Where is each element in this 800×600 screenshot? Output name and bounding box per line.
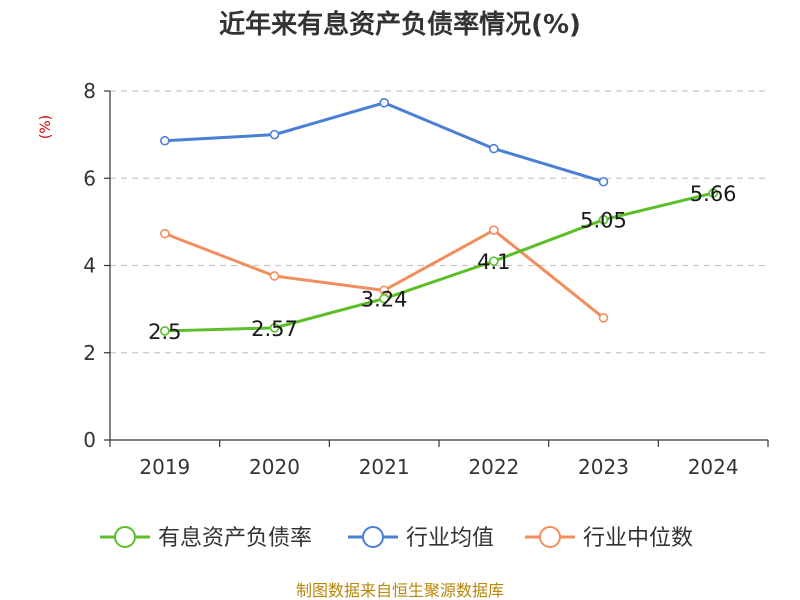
y-tick-label: 6 <box>83 166 96 190</box>
chart-title: 近年来有息资产负债率情况(%) <box>219 9 581 40</box>
legend-marker-1 <box>362 526 384 548</box>
data-point-2 <box>598 313 609 323</box>
data-label: 3.24 <box>361 288 408 312</box>
data-point-0 <box>598 214 609 225</box>
legend-label-0: 有息资产负债率 <box>158 526 312 551</box>
x-tick-label: 2024 <box>688 455 739 479</box>
y-tick-label: 8 <box>83 79 96 103</box>
x-tick-label: 2020 <box>249 455 300 479</box>
x-tick-label: 2023 <box>578 455 629 479</box>
grid-layer <box>110 90 768 354</box>
x-tick-label: 2021 <box>359 455 410 479</box>
data-label: 5.66 <box>690 182 737 206</box>
data-point-0 <box>160 326 170 336</box>
data-label: 2.57 <box>251 317 298 341</box>
data-point-1 <box>160 135 170 146</box>
data-label: 5.05 <box>580 209 627 233</box>
x-tick-label: 2022 <box>468 455 519 479</box>
y-tick-label: 2 <box>83 341 96 365</box>
legend-marker-2 <box>539 526 561 548</box>
data-point-1 <box>379 97 389 108</box>
data-point-1 <box>489 143 499 154</box>
legend: 有息资产负债率 行业均值 行业中位数 <box>100 526 693 551</box>
series-layer <box>160 97 718 336</box>
data-point-1 <box>598 176 609 187</box>
data-point-2 <box>269 271 280 281</box>
data-point-1 <box>269 129 280 140</box>
series-line-0 <box>164 191 714 333</box>
data-label: 4.1 <box>477 250 510 274</box>
data-point-0 <box>379 293 389 304</box>
y-axis-label: (%) <box>38 115 54 139</box>
data-label-layer: 2.5 2.57 3.24 4.1 5.05 5.66 <box>148 182 736 344</box>
legend-label-1: 行业均值 <box>406 526 494 551</box>
data-point-0 <box>708 188 718 198</box>
data-label: 2.5 <box>148 320 181 344</box>
legend-marker-0 <box>114 526 136 548</box>
x-tick-label: 2019 <box>139 455 190 479</box>
y-tick-label: 0 <box>83 428 96 452</box>
axis-layer: 0 2 4 6 8 2019 2020 2021 2022 2023 2024 <box>83 79 769 479</box>
data-point-2 <box>160 228 170 239</box>
source-note: 制图数据来自恒生聚源数据库 <box>296 581 504 600</box>
data-point-2 <box>489 225 499 235</box>
data-point-0 <box>269 323 280 333</box>
legend-label-2: 行业中位数 <box>583 526 693 551</box>
series-line-1 <box>164 101 604 184</box>
y-tick-label: 4 <box>83 254 96 278</box>
data-point-0 <box>489 256 499 266</box>
